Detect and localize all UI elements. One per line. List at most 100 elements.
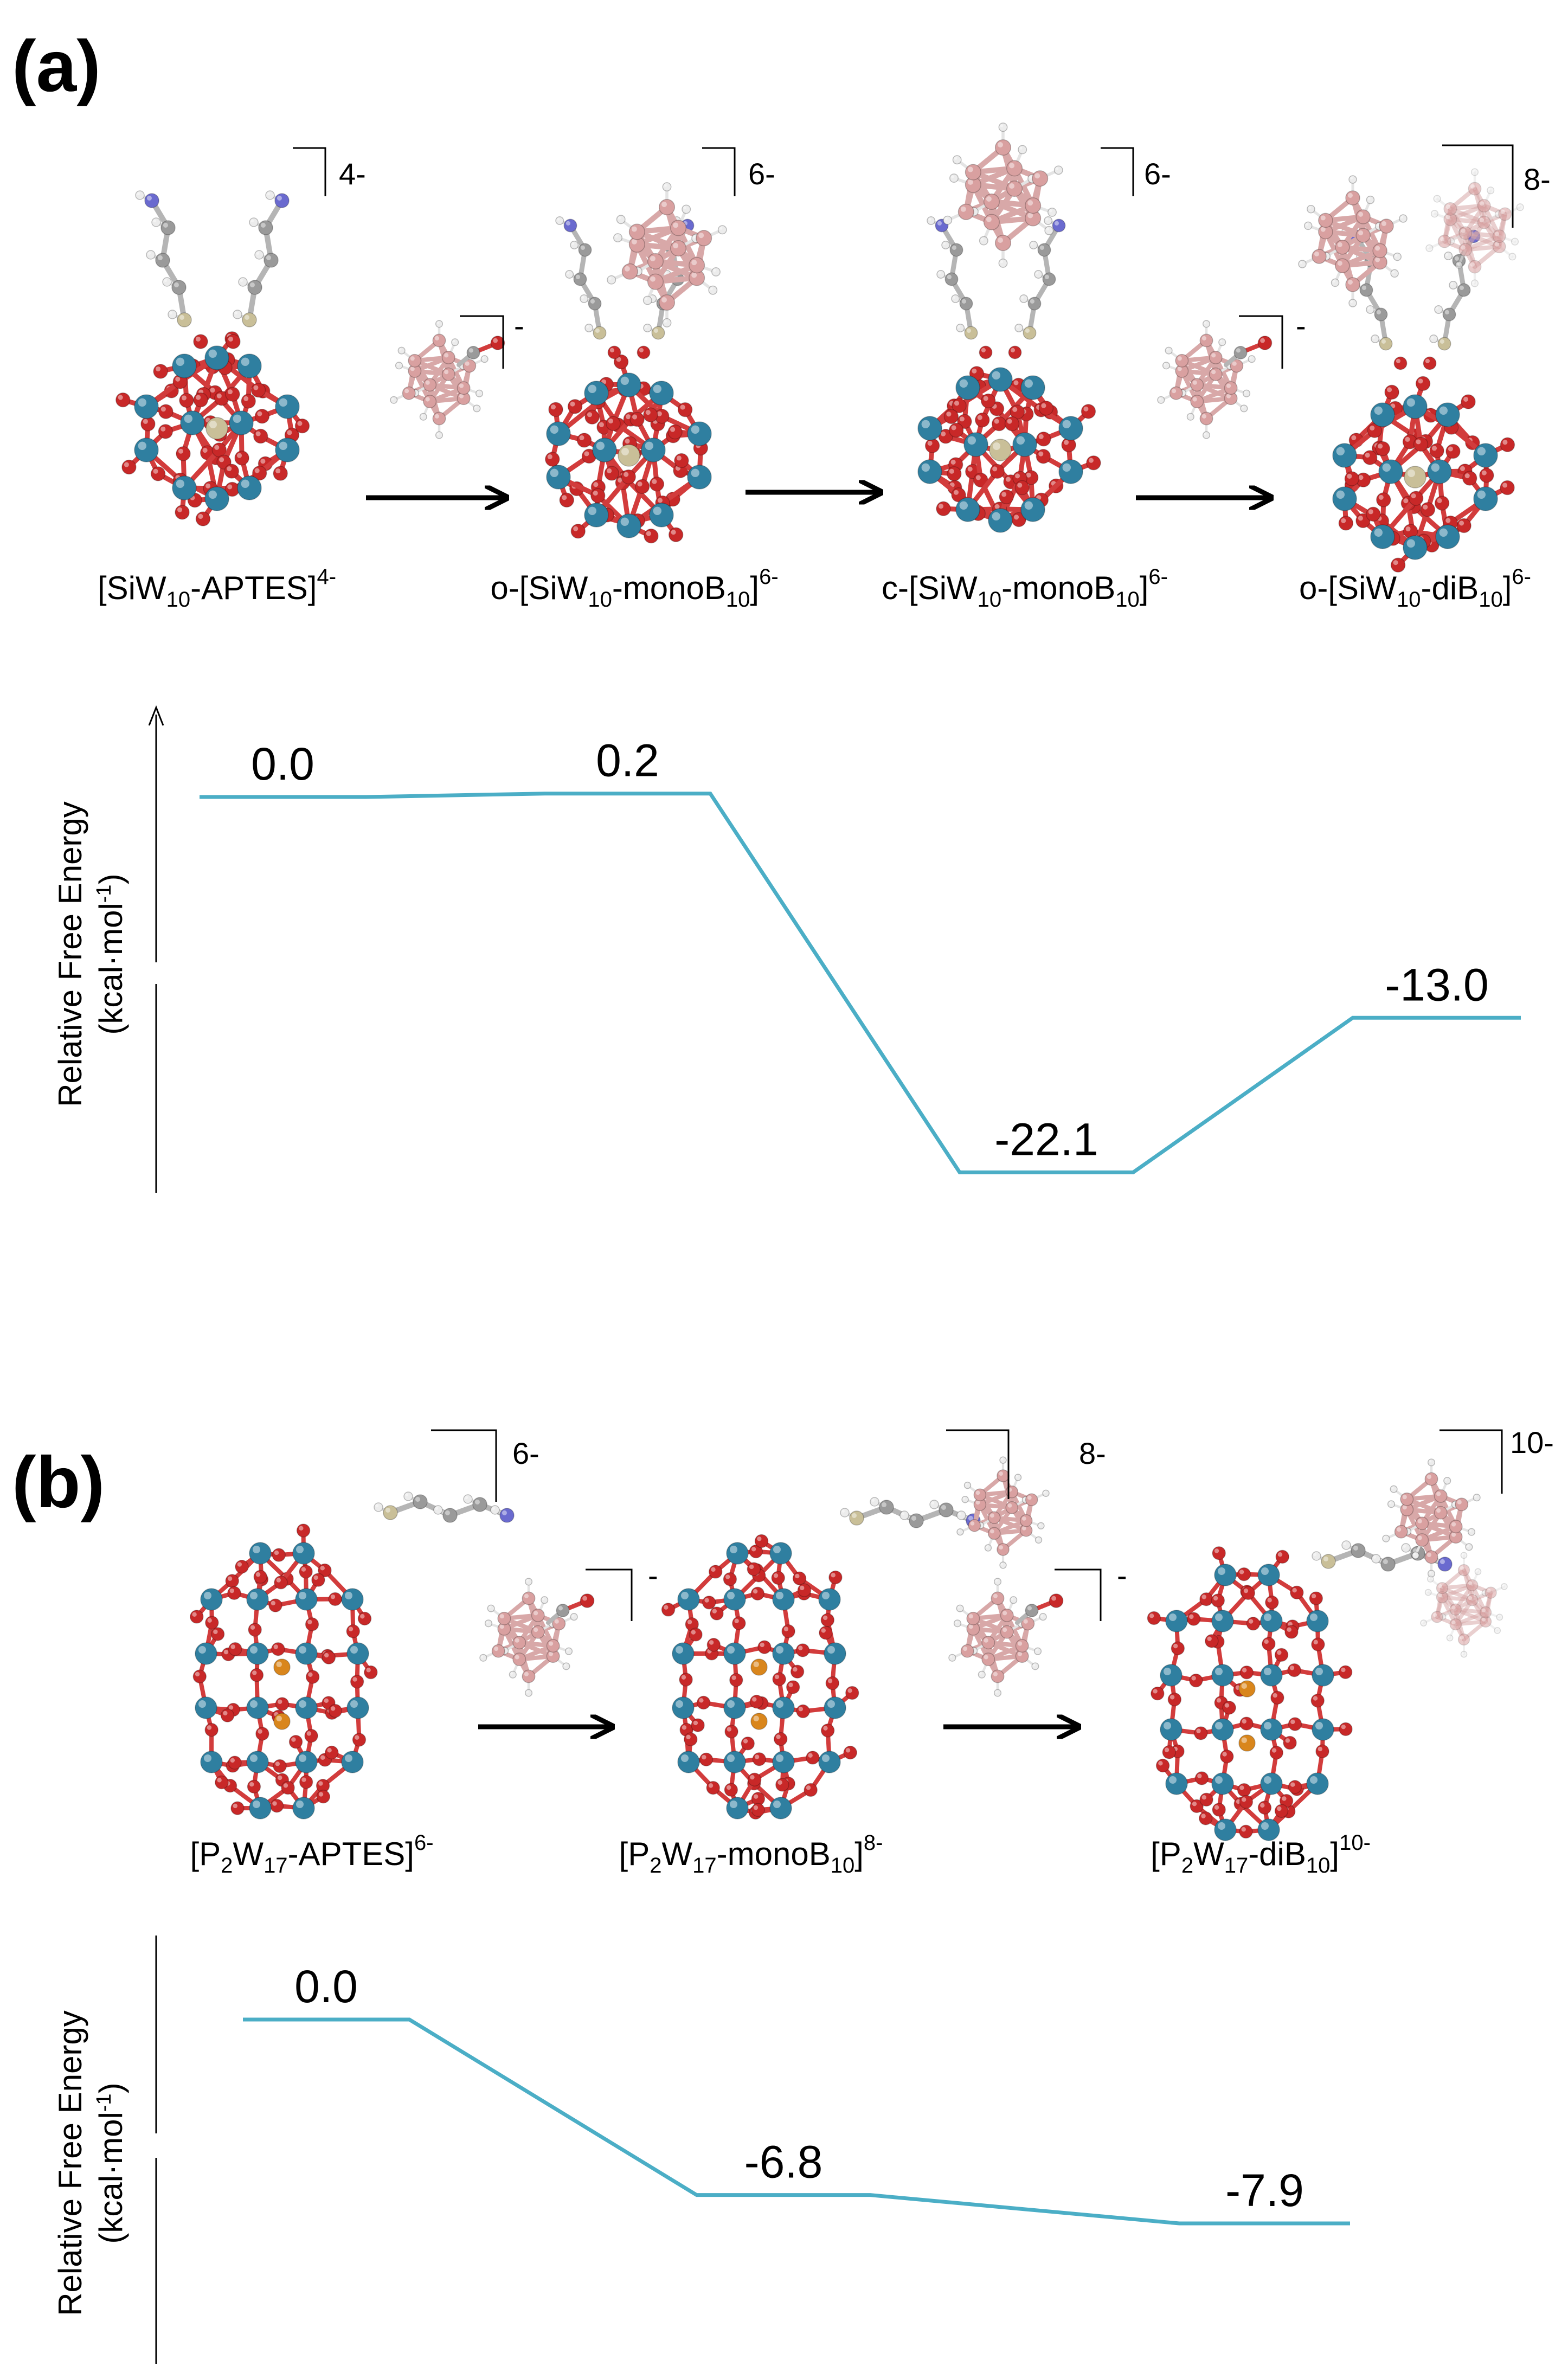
reagent-charge-label: -: [514, 308, 524, 343]
atom: [1270, 1690, 1284, 1705]
atom: [1212, 1803, 1226, 1817]
atom: [1449, 281, 1458, 290]
atom: [726, 1542, 749, 1565]
atom: [491, 1644, 505, 1658]
atom: [696, 1695, 711, 1710]
atom: [1042, 272, 1056, 286]
atom: [828, 1570, 843, 1585]
atom: [771, 1571, 785, 1585]
atom: [1288, 1717, 1302, 1731]
atom: [677, 402, 693, 417]
atom: [134, 438, 159, 462]
atom: [151, 217, 161, 227]
atom: [249, 1542, 272, 1565]
atom: [1408, 491, 1424, 506]
atom: [1434, 305, 1443, 314]
atom: [917, 416, 942, 441]
atom: [749, 1694, 764, 1709]
atom: [1470, 168, 1479, 176]
atom: [1190, 378, 1204, 392]
atom: [1283, 1735, 1297, 1750]
atom: [150, 466, 166, 481]
atom: [1390, 1485, 1398, 1493]
energy-level-label: 0.2: [596, 735, 659, 786]
atom: [1379, 218, 1394, 234]
atom: [1260, 1772, 1283, 1795]
atom: [1033, 1647, 1042, 1655]
atom: [723, 1696, 746, 1719]
atom: [1511, 237, 1519, 246]
atom: [432, 411, 446, 426]
atom: [1508, 253, 1516, 261]
atom: [1443, 1477, 1451, 1485]
atom: [134, 394, 159, 419]
atom: [1404, 466, 1426, 488]
atom: [706, 1637, 721, 1652]
atom: [973, 1488, 987, 1502]
atom: [233, 310, 242, 319]
atom: [274, 1576, 288, 1590]
atom: [215, 1775, 229, 1790]
atom: [1006, 160, 1023, 177]
atom: [252, 465, 267, 481]
atom: [1384, 384, 1399, 400]
atom: [294, 418, 310, 434]
atom: [752, 1752, 767, 1766]
atom: [423, 378, 437, 392]
reagent-charge-bracket: -: [586, 1558, 658, 1621]
atom: [604, 466, 619, 481]
atom: [1186, 413, 1194, 421]
atom: [374, 1502, 383, 1512]
atom: [524, 1578, 533, 1586]
atom: [1025, 1493, 1038, 1506]
atom: [227, 1586, 241, 1600]
atom: [1380, 1557, 1396, 1572]
atom: [590, 488, 606, 503]
atom: [961, 1496, 969, 1503]
atom: [230, 1801, 245, 1815]
atom: [999, 1456, 1007, 1464]
atom: [249, 1797, 272, 1819]
atom: [963, 1481, 972, 1489]
atom: [204, 1722, 219, 1737]
atom: [989, 464, 1005, 479]
atom: [724, 1725, 738, 1739]
atom: [649, 477, 665, 492]
atom: [943, 215, 953, 225]
atom: [121, 459, 137, 475]
atom: [237, 353, 262, 378]
atom: [981, 1653, 995, 1667]
atom: [1312, 1551, 1321, 1561]
atom: [1214, 1564, 1237, 1586]
atom: [953, 1619, 962, 1628]
atom: [1449, 1618, 1462, 1631]
atom: [724, 1783, 738, 1797]
atom: [1029, 241, 1038, 249]
atom: [1487, 187, 1495, 195]
atom: [195, 1696, 217, 1719]
atom: [325, 1745, 339, 1760]
atom: [564, 1647, 573, 1655]
atom: [1374, 307, 1388, 322]
structure-o-siw10-monob10: [545, 182, 727, 544]
atom: [1434, 496, 1450, 511]
atom: [1198, 1811, 1213, 1825]
atom: [497, 1611, 511, 1625]
svg-text:(kcal·mol-1): (kcal·mol-1): [93, 873, 129, 1034]
structure-p2w17-aptes: [190, 1491, 515, 1819]
atom: [1415, 1533, 1429, 1547]
atom: [254, 250, 264, 260]
atom: [1378, 459, 1403, 484]
atom: [484, 1619, 493, 1628]
reagent-charge-label: -: [648, 1558, 658, 1592]
atom: [772, 1642, 795, 1665]
atom: [1257, 1818, 1280, 1841]
atom: [546, 1639, 560, 1653]
atom: [1461, 394, 1476, 409]
atom: [522, 1669, 536, 1683]
atom: [237, 475, 262, 500]
atom: [1468, 260, 1482, 274]
atom: [643, 407, 658, 422]
charge-label: 8-: [1079, 1436, 1106, 1470]
atom: [772, 1751, 795, 1773]
